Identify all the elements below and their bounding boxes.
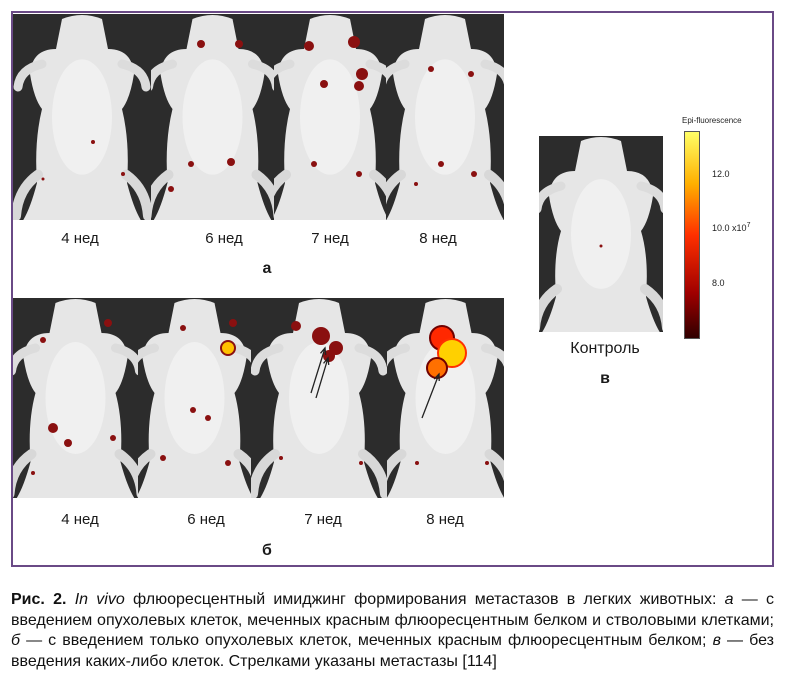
caption-text: флюоресцентный имиджинг формирования мет… xyxy=(124,591,725,608)
panel-a-week-label: 7 нед xyxy=(311,230,349,247)
panel-b-week-label: 4 нед xyxy=(61,511,99,528)
scale-unit: x10 xyxy=(732,223,747,233)
mouse-image xyxy=(151,14,274,220)
caption-letter-c: в xyxy=(712,632,721,649)
panel-a-letter: а xyxy=(262,260,272,277)
scale-tick-value: 10.0 xyxy=(712,223,730,233)
scale-title: Epi-fluorescence xyxy=(682,116,742,125)
mouse-image xyxy=(386,14,504,220)
mouse-image xyxy=(13,14,151,220)
panel-b-week-label: 7 нед xyxy=(304,511,342,528)
mouse-image xyxy=(13,298,138,498)
panel-b-week-label: 6 нед xyxy=(187,511,225,528)
scale-tick-with-unit: 10.0 x107 xyxy=(712,222,750,233)
mouse-image xyxy=(274,14,386,220)
caption-letter-b: б xyxy=(11,632,20,649)
scale-tick: 12.0 xyxy=(712,169,730,179)
panel-b-letter: б xyxy=(262,542,272,559)
caption-text: — с введением только опухолевых клеток, … xyxy=(20,632,713,649)
scale-colorbar xyxy=(684,131,700,339)
scale-tick: 8.0 xyxy=(712,278,725,288)
caption-text: — с введением опухолевых клеток, меченны… xyxy=(11,591,775,629)
panel-b-week-label: 8 нед xyxy=(426,511,464,528)
caption-figure-number: Рис. 2. xyxy=(11,591,67,608)
mouse-image xyxy=(387,298,504,498)
caption-text: — без введения каких-либо клеток. Стрелк… xyxy=(11,632,774,670)
caption-letter-a: а xyxy=(724,591,734,608)
caption-in-vivo: In vivo xyxy=(74,591,125,608)
panel-a-week-label: 6 нед xyxy=(205,230,243,247)
mouse-image xyxy=(138,298,251,498)
panel-a-week-label: 4 нед xyxy=(61,230,99,247)
panel-a-week-label: 8 нед xyxy=(419,230,457,247)
panel-c-letter: в xyxy=(600,370,610,387)
mouse-image xyxy=(251,298,387,498)
figure-caption: Рис. 2. In vivo флюоресцентный имиджинг … xyxy=(11,590,774,672)
mouse-image-control xyxy=(539,136,663,332)
control-label: Контроль xyxy=(570,340,640,357)
scale-exponent: 7 xyxy=(746,222,751,229)
